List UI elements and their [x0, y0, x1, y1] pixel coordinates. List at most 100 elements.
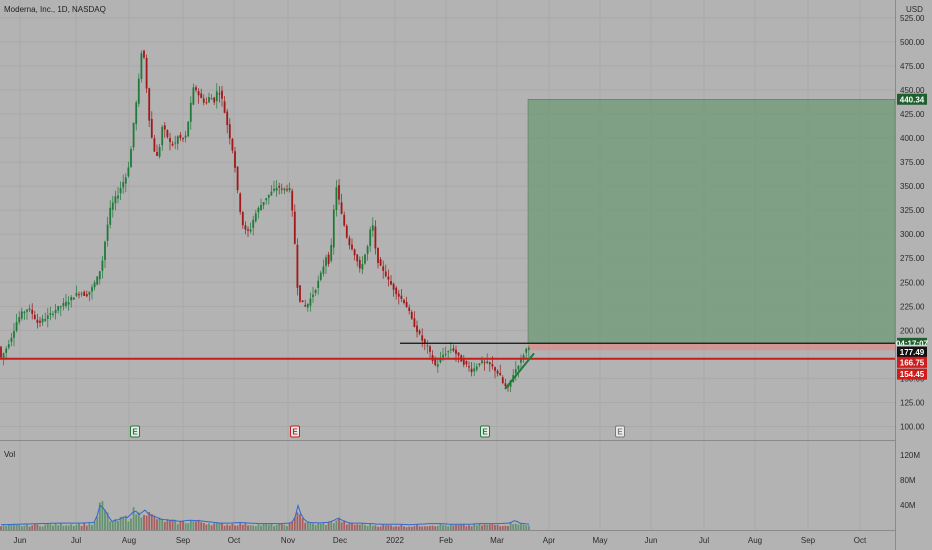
volume-bar: [31, 525, 34, 530]
volume-bar: [67, 525, 70, 530]
stop-zone[interactable]: [528, 343, 895, 351]
price-tick-label: 225.00: [900, 302, 925, 311]
volume-bar: [423, 526, 426, 530]
earnings-marker: [130, 425, 140, 438]
candles: [0, 49, 530, 393]
candle-body: [244, 225, 247, 230]
candle-body: [501, 377, 504, 384]
volume-bar: [462, 524, 465, 530]
volume-bar: [475, 525, 478, 530]
price-tick-label: 525.00: [900, 14, 925, 23]
volume-bar: [231, 523, 234, 530]
currency-label[interactable]: USD: [906, 5, 923, 14]
volume-bar: [275, 525, 278, 530]
volume-bar: [426, 526, 429, 530]
candle-body: [236, 166, 239, 191]
candle-body: [364, 254, 366, 264]
price-badge: [897, 368, 927, 380]
candle-body: [109, 207, 112, 225]
candle-body: [288, 187, 291, 191]
volume-bar: [371, 525, 374, 530]
candle-body: [59, 306, 62, 308]
candle-body: [377, 248, 379, 264]
trend-line[interactable]: [504, 352, 535, 390]
candle-body: [335, 187, 338, 211]
candle-body: [517, 365, 520, 370]
volume-bar: [88, 523, 91, 530]
earnings-marker-label: E: [482, 428, 488, 437]
candle-body: [5, 348, 8, 353]
volume-bar: [299, 514, 301, 530]
drawn-lines[interactable]: [0, 342, 895, 390]
volume-bar: [291, 521, 294, 530]
candle-body: [382, 266, 385, 271]
candle-body: [278, 186, 281, 188]
candle-body: [304, 305, 307, 307]
candle-body: [361, 264, 364, 270]
candle-body: [317, 280, 320, 289]
candle-body: [442, 354, 444, 358]
volume-bar: [361, 523, 364, 530]
volume-bar: [265, 524, 268, 530]
volume-bar: [465, 526, 468, 530]
candle-body: [270, 191, 273, 196]
volume-bar: [80, 525, 83, 530]
volume-bar: [410, 526, 413, 530]
candle-body: [348, 237, 351, 246]
position-zones[interactable]: [527, 99, 896, 351]
volume-bar: [119, 516, 122, 530]
chart-title: Moderna, Inc., 1D, NASDAQ: [4, 5, 106, 14]
earnings-marker: [480, 425, 490, 438]
volume-bar: [470, 526, 473, 530]
volume-bar: [382, 524, 385, 530]
volume-axis[interactable]: 120M 80M 40M: [900, 451, 920, 510]
candle-body: [395, 287, 398, 295]
candle-body: [371, 225, 374, 231]
volume-bar: [332, 523, 335, 530]
volume-bar: [249, 525, 252, 530]
volume-bar: [296, 512, 299, 530]
candle-body: [197, 91, 200, 96]
volume-bars: [0, 501, 530, 530]
candle-body: [330, 245, 333, 261]
time-tick-label: Oct: [854, 536, 867, 545]
candle-body: [223, 101, 226, 113]
volume-bar: [353, 524, 356, 530]
candle-body: [192, 87, 195, 105]
price-tick-label: 100.00: [900, 423, 925, 432]
volume-bar: [356, 524, 359, 530]
volume-bar: [252, 525, 255, 530]
volume-tick-label: 40M: [900, 501, 916, 510]
candle-body: [57, 306, 60, 311]
candle-body: [390, 281, 392, 285]
price-axis[interactable]: 525.00 500.00 475.00 450.00 425.00 400.00 375.…: [900, 14, 925, 432]
candle-body: [481, 360, 483, 363]
volume-bar: [91, 524, 93, 530]
time-axis[interactable]: Jun Jul Aug Sep Oct Nov Dec 2022 Feb Mar Apr May Jun…: [14, 536, 867, 545]
volume-bar: [236, 525, 239, 530]
candle-body: [200, 93, 203, 98]
volume-bar: [478, 523, 481, 530]
volume-label: Vol: [4, 450, 15, 459]
volume-bar: [343, 520, 346, 530]
volume-bar: [447, 526, 450, 530]
volume-bar: [481, 525, 483, 530]
candle-body: [158, 146, 161, 157]
price-tick-label: 500.00: [900, 38, 925, 47]
candle-body: [525, 348, 528, 353]
volume-bar: [468, 525, 470, 530]
volume-bar: [163, 521, 166, 530]
volume-bar: [312, 523, 314, 530]
volume-bar: [109, 521, 112, 530]
candle-body: [322, 266, 325, 274]
earnings-marker-label: E: [292, 428, 298, 437]
candle-body: [257, 207, 260, 213]
volume-bar: [325, 525, 327, 530]
volume-bar: [174, 519, 177, 530]
candle-body: [163, 125, 166, 130]
candle-body: [319, 272, 322, 280]
candle-body: [31, 309, 34, 314]
target-zone[interactable]: [527, 99, 896, 344]
candle-body: [400, 295, 403, 299]
